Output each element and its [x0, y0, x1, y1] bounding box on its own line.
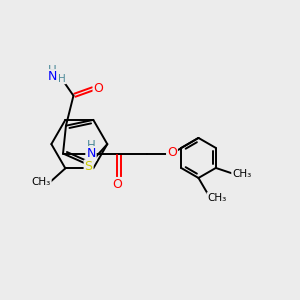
- Text: N: N: [47, 70, 57, 83]
- Text: H: H: [87, 139, 95, 152]
- Text: CH₃: CH₃: [207, 193, 227, 203]
- Text: O: O: [112, 178, 122, 191]
- Text: CH₃: CH₃: [32, 177, 51, 187]
- Text: H: H: [48, 64, 56, 76]
- Text: CH₃: CH₃: [232, 169, 251, 179]
- Text: O: O: [167, 146, 177, 159]
- Text: N: N: [86, 147, 96, 160]
- Text: S: S: [85, 160, 93, 173]
- Text: O: O: [94, 82, 103, 95]
- Text: H: H: [58, 74, 66, 84]
